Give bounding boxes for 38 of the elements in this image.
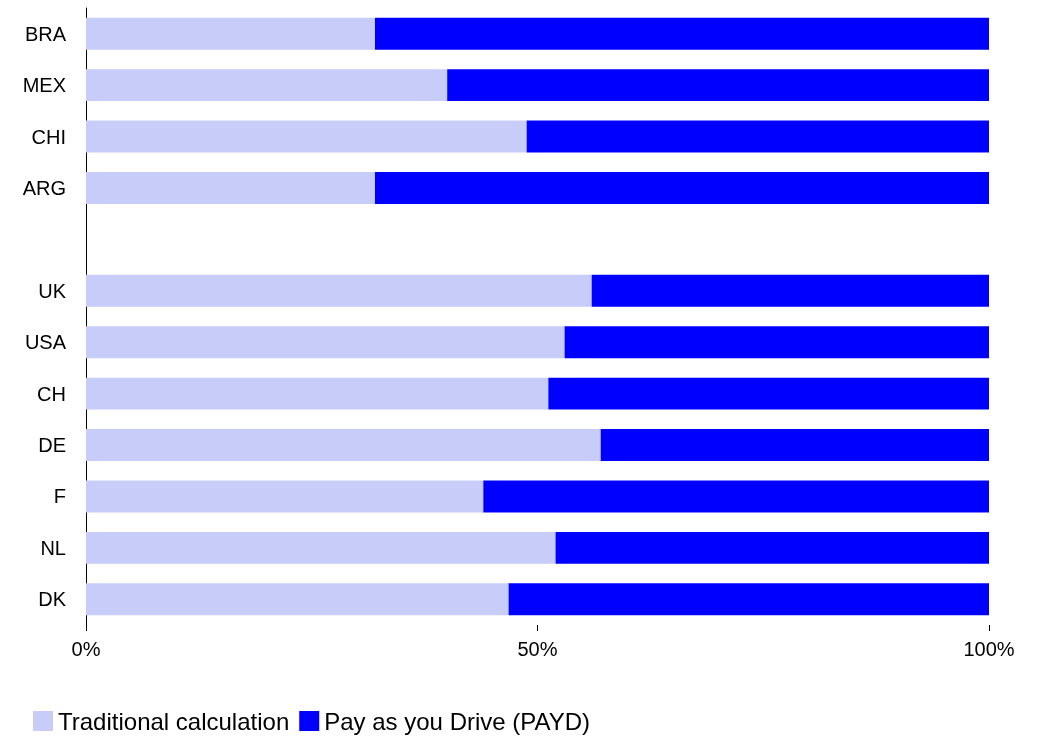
y-tick-label: DE bbox=[38, 434, 66, 457]
bar bbox=[483, 480, 989, 513]
y-tick-label: DK bbox=[38, 588, 67, 611]
bar bbox=[374, 17, 989, 50]
bar bbox=[600, 429, 989, 461]
bar bbox=[86, 17, 375, 50]
bar bbox=[526, 120, 989, 153]
y-tick-label: MEX bbox=[22, 74, 66, 97]
bar bbox=[86, 326, 565, 359]
y-tick-label: BRA bbox=[24, 22, 67, 45]
y-tick-label: USA bbox=[24, 331, 67, 354]
bar bbox=[374, 172, 989, 204]
y-tick-label: CHI bbox=[31, 125, 66, 148]
bar bbox=[564, 326, 989, 359]
bar bbox=[555, 531, 989, 564]
bar bbox=[86, 480, 484, 513]
x-tick-label: 0% bbox=[71, 638, 101, 660]
y-tick-label: ARG bbox=[22, 176, 66, 199]
x-tick-label: 100% bbox=[963, 638, 1015, 660]
x-tick-label: 50% bbox=[517, 638, 558, 660]
bar bbox=[86, 172, 375, 204]
legend-label: Pay as you Drive (PAYD) bbox=[324, 707, 591, 735]
legend-label: Traditional calculation bbox=[58, 707, 290, 735]
bar bbox=[86, 120, 527, 153]
bar bbox=[86, 531, 556, 564]
bar bbox=[86, 583, 509, 616]
bar bbox=[591, 274, 989, 307]
bar bbox=[548, 377, 989, 410]
bar bbox=[86, 429, 601, 461]
y-tick-label: UK bbox=[38, 279, 67, 302]
bar bbox=[447, 69, 989, 102]
bar bbox=[86, 69, 448, 102]
bar bbox=[86, 377, 549, 410]
bar bbox=[86, 274, 592, 307]
y-tick-label: F bbox=[53, 485, 66, 508]
y-tick-label: NL bbox=[40, 536, 66, 559]
bar bbox=[508, 583, 989, 616]
y-tick-label: CH bbox=[37, 382, 66, 405]
